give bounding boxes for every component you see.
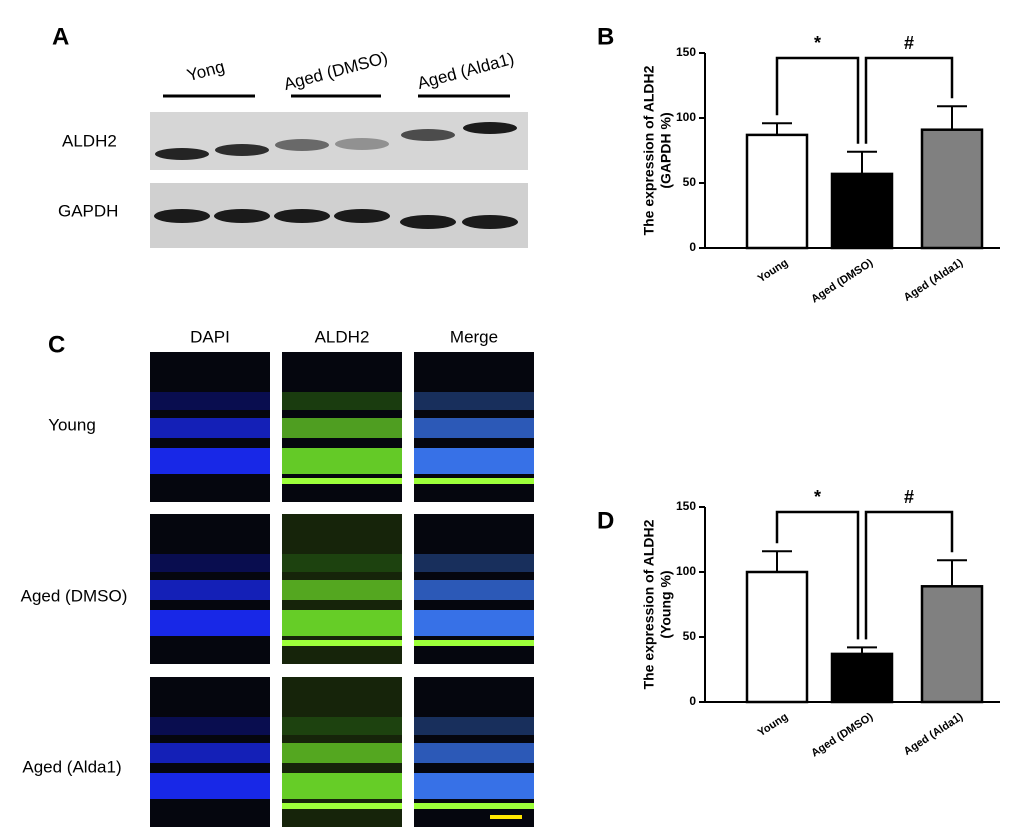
layer <box>414 803 534 809</box>
significance-label: * <box>814 487 821 507</box>
band <box>154 209 210 223</box>
significance-label: # <box>904 33 914 53</box>
band <box>275 139 329 151</box>
x-tick-label: Aged (Alda1) <box>902 257 966 304</box>
panel-label: B <box>597 23 614 50</box>
band <box>463 122 517 134</box>
blot-strip <box>150 112 528 170</box>
x-tick-label: Aged (DMSO) <box>809 711 875 760</box>
bar <box>920 585 984 704</box>
layer <box>414 640 534 646</box>
layer <box>282 743 402 763</box>
layer <box>150 554 270 572</box>
row-label: Aged (Alda1) <box>22 757 121 776</box>
layer <box>150 743 270 763</box>
bar <box>920 128 984 250</box>
layer <box>414 448 534 474</box>
panel-label: A <box>52 23 69 50</box>
layer <box>150 418 270 438</box>
layer <box>150 773 270 799</box>
band <box>274 209 330 223</box>
layer <box>414 773 534 799</box>
layer <box>414 717 534 735</box>
column-label: Merge <box>450 327 498 346</box>
layer <box>150 392 270 410</box>
significance-bracket <box>775 510 860 640</box>
band <box>335 138 389 150</box>
layer <box>282 640 402 646</box>
panel-label: C <box>48 331 65 358</box>
group-label: Aged (Alda1) <box>415 49 516 93</box>
x-tick-label: Aged (DMSO) <box>809 257 875 306</box>
bar <box>745 133 809 250</box>
western-blot: Yong Aged (DMSO) Aged (Alda1) ALDH2 GAPD… <box>58 48 528 248</box>
significance-label: # <box>904 487 914 507</box>
x-tick-label: Young <box>756 257 791 285</box>
band <box>401 129 455 141</box>
layer <box>150 717 270 735</box>
layer <box>150 610 270 636</box>
layer <box>282 392 402 410</box>
column-label: DAPI <box>190 327 230 346</box>
layer <box>414 392 534 410</box>
y-axis-label: The expression of ALDH2 <box>641 65 657 235</box>
layer <box>414 478 534 484</box>
layer <box>414 743 534 763</box>
layer <box>282 610 402 636</box>
group-label: Yong <box>185 57 227 85</box>
group-label: Aged (DMSO) <box>282 48 390 94</box>
layer <box>414 418 534 438</box>
row-label: GAPDH <box>58 201 118 220</box>
band <box>214 209 270 223</box>
layer <box>282 478 402 484</box>
layer <box>282 580 402 600</box>
y-axis-label: (GAPDH %) <box>658 112 674 188</box>
row-label: ALDH2 <box>62 131 117 150</box>
significance-label: * <box>814 33 821 53</box>
band <box>400 215 456 229</box>
scale-bar <box>490 815 522 819</box>
y-tick-label: 100 <box>676 110 696 124</box>
micrographs: DAPI ALDH2 Merge Young Aged (DMSO) Aged … <box>21 327 534 827</box>
significance-bracket <box>864 56 954 144</box>
x-tick-label: Young <box>756 711 791 739</box>
y-tick-label: 50 <box>683 175 697 189</box>
row-label: Aged (DMSO) <box>21 586 128 605</box>
y-tick-label: 150 <box>676 499 696 513</box>
x-tick-label: Aged (Alda1) <box>902 711 966 758</box>
y-axis-label: (Young %) <box>658 570 674 638</box>
bar <box>745 570 809 704</box>
y-tick-label: 150 <box>676 45 696 59</box>
column-label: ALDH2 <box>315 327 370 346</box>
bar <box>830 652 894 704</box>
layer <box>282 418 402 438</box>
panel-label: D <box>597 507 614 534</box>
layer <box>150 580 270 600</box>
layer <box>282 717 402 735</box>
bar <box>830 172 894 250</box>
y-tick-label: 100 <box>676 564 696 578</box>
layer <box>282 803 402 809</box>
layer <box>150 448 270 474</box>
layer <box>414 580 534 600</box>
band <box>215 144 269 156</box>
y-tick-label: 0 <box>689 694 696 708</box>
layer <box>414 610 534 636</box>
layer <box>282 773 402 799</box>
band <box>334 209 390 223</box>
layer <box>414 554 534 572</box>
significance-bracket <box>864 510 954 640</box>
band <box>462 215 518 229</box>
band <box>155 148 209 160</box>
layer <box>282 554 402 572</box>
significance-bracket <box>775 56 860 144</box>
y-axis-label: The expression of ALDH2 <box>641 519 657 689</box>
row-label: Young <box>48 415 96 434</box>
layer <box>282 448 402 474</box>
y-tick-label: 0 <box>689 240 696 254</box>
y-tick-label: 50 <box>683 629 697 643</box>
